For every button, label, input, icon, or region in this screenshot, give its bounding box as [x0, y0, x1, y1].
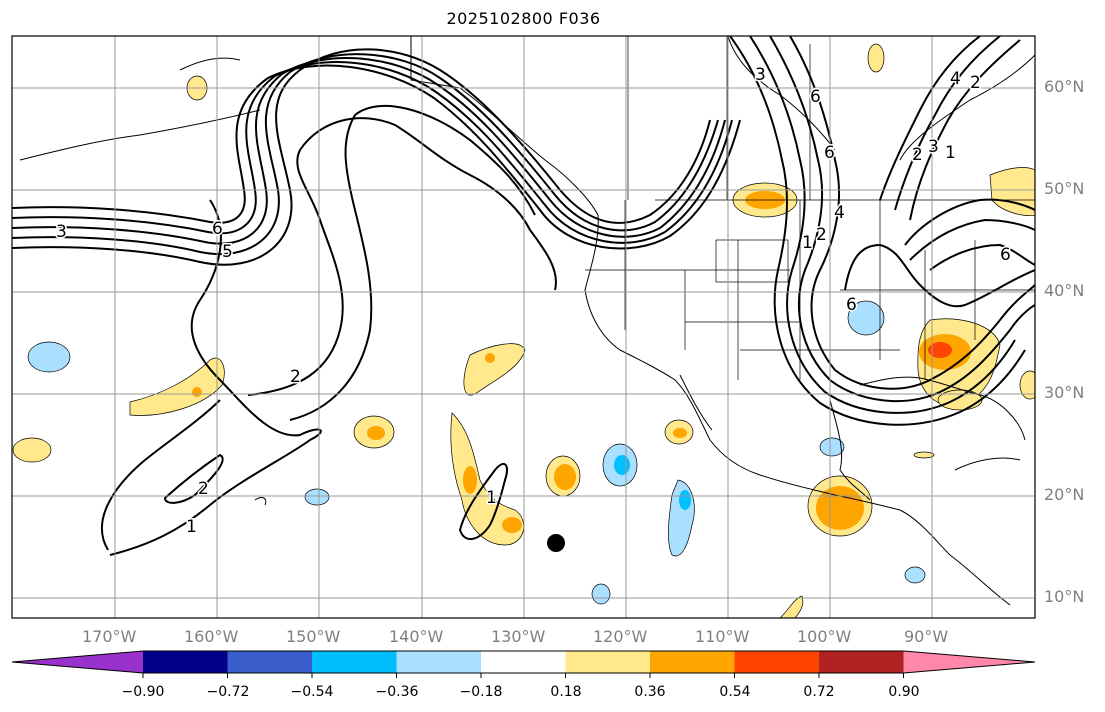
contour-lines: [12, 36, 1035, 556]
lon-label: 140°W: [389, 627, 444, 646]
lon-label: 130°W: [491, 627, 546, 646]
contour-label: 2: [970, 73, 981, 93]
lon-label: 170°W: [82, 627, 137, 646]
contour-label: 6: [824, 143, 835, 163]
contour-label: 1: [486, 488, 497, 508]
colorbar-swatch: [143, 651, 228, 673]
colorbar-tick-label: 0.54: [719, 684, 751, 700]
contour-label: 6: [212, 219, 223, 239]
lat-label: 50°N: [1044, 179, 1085, 198]
map-frame: [11, 35, 1036, 619]
contour-label: 3: [56, 222, 67, 242]
colorbar-swatch: [312, 651, 397, 673]
colorbar-swatch: [481, 651, 566, 673]
colorbar: [11, 650, 1036, 678]
lon-label: 120°W: [593, 627, 648, 646]
lon-label: 100°W: [797, 627, 852, 646]
lon-label: 150°W: [286, 627, 341, 646]
lat-label: 40°N: [1044, 281, 1085, 300]
lat-label: 30°N: [1044, 383, 1085, 402]
contour-label: 3: [928, 137, 939, 157]
colorbar-swatch: [734, 651, 820, 673]
colorbar-tick-label: 0.72: [803, 684, 835, 700]
lon-label: 160°W: [184, 627, 239, 646]
colorbar-swatch: [819, 651, 904, 673]
contour-label: 4: [950, 69, 961, 89]
colorbar-swatch: [227, 651, 313, 673]
contour-label: 6: [1000, 245, 1011, 265]
colorbar-extend-low: [12, 651, 143, 673]
contour-label: 2: [816, 225, 827, 245]
contour-label: 3: [755, 65, 766, 85]
state-borders: [585, 36, 1035, 380]
negative-anomaly-shading: [27, 300, 926, 605]
contour-label: 6: [846, 295, 857, 315]
map-title: 2025102800 F036: [446, 9, 601, 28]
contour-label: 6: [810, 87, 821, 107]
contour-label: 4: [834, 203, 845, 223]
colorbar-tick-label: −0.90: [121, 684, 165, 700]
colorbar-tick-label: −0.18: [459, 684, 503, 700]
colorbar-swatch: [565, 651, 651, 673]
contour-label: 1: [802, 233, 813, 253]
lon-label: 110°W: [695, 627, 750, 646]
colorbar-tick-label: 0.18: [550, 684, 582, 700]
contour-label-group: 3 6 5 2 2 1 1 6 3 6 4 1 2 6 2 3 1 4 2 6: [55, 64, 1013, 539]
contour-label: 2: [912, 145, 923, 165]
contour-label: 2: [198, 479, 209, 499]
contour-label: 5: [222, 242, 233, 262]
colorbar-tick-label: 0.90: [888, 684, 920, 700]
colorbar-swatch: [396, 651, 482, 673]
colorbar-tick-label: −0.72: [206, 684, 250, 700]
colorbar-swatch: [650, 651, 735, 673]
marker-dot: [547, 534, 565, 552]
colorbar-extend-high: [903, 651, 1035, 673]
contour-label: 2: [290, 367, 301, 387]
lon-label: 90°W: [904, 627, 949, 646]
colorbar-tick-label: −0.54: [290, 684, 334, 700]
lat-label: 20°N: [1044, 485, 1085, 504]
gridlines: [12, 36, 1035, 618]
lat-label: 60°N: [1044, 77, 1085, 96]
colorbar-tick-label: 0.36: [634, 684, 666, 700]
contour-label: 1: [186, 517, 197, 537]
lat-label: 10°N: [1044, 587, 1085, 606]
colorbar-tick-label: −0.36: [375, 684, 419, 700]
contour-label: 1: [945, 143, 956, 163]
